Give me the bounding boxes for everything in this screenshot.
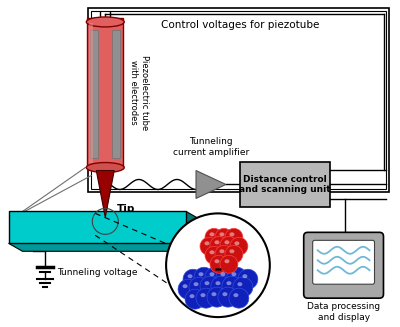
Ellipse shape [232,272,236,276]
Circle shape [220,236,238,254]
Circle shape [222,276,242,296]
Circle shape [194,267,214,287]
Text: Tunneling voltage: Tunneling voltage [58,268,138,277]
Ellipse shape [210,250,214,254]
Circle shape [233,277,253,297]
Ellipse shape [242,274,247,278]
Ellipse shape [234,293,238,297]
Text: Control voltages for piezotube: Control voltages for piezotube [161,20,319,30]
Ellipse shape [212,292,216,296]
Bar [88,8,390,193]
Bar [8,211,186,243]
Ellipse shape [194,282,198,286]
Circle shape [211,276,231,296]
Circle shape [205,246,223,264]
Circle shape [229,288,249,308]
Circle shape [189,277,209,297]
Circle shape [200,276,220,296]
Circle shape [225,228,243,246]
Circle shape [196,288,216,308]
Circle shape [210,255,228,273]
Ellipse shape [222,292,228,296]
Ellipse shape [220,272,226,276]
Circle shape [183,269,203,289]
Ellipse shape [214,240,220,244]
Ellipse shape [237,282,242,286]
Bar [90,30,98,158]
Ellipse shape [210,232,214,236]
Text: Data processing
and display: Data processing and display [307,302,380,321]
Ellipse shape [224,240,230,244]
Text: Distance control
and scanning unit: Distance control and scanning unit [239,175,330,194]
Circle shape [215,228,233,246]
Ellipse shape [198,272,204,276]
Ellipse shape [182,284,188,288]
Ellipse shape [220,249,224,253]
Circle shape [166,214,270,317]
Ellipse shape [204,241,210,245]
Text: Sample: Sample [14,221,66,234]
Polygon shape [186,211,200,251]
Bar [112,30,120,158]
Ellipse shape [86,163,124,173]
Bar [240,162,330,207]
Circle shape [210,236,228,254]
Ellipse shape [224,259,230,263]
Polygon shape [196,170,226,198]
Circle shape [225,245,243,263]
Bar [91,11,386,189]
Circle shape [185,289,205,309]
Circle shape [178,279,198,299]
Ellipse shape [188,274,192,278]
Circle shape [200,237,218,255]
Circle shape [220,255,238,273]
Circle shape [205,228,223,246]
Bar [89,23,93,163]
Circle shape [215,245,233,263]
FancyBboxPatch shape [313,240,374,284]
Ellipse shape [226,281,232,285]
Polygon shape [8,243,200,251]
Ellipse shape [86,17,124,27]
Circle shape [218,287,238,307]
Text: Tunneling
current amplifier: Tunneling current amplifier [173,137,249,157]
Bar [87,18,123,167]
Ellipse shape [210,272,214,276]
Polygon shape [96,170,114,217]
Circle shape [205,267,225,287]
Ellipse shape [200,293,206,297]
Circle shape [230,237,248,255]
Text: Tip: Tip [117,204,136,215]
Ellipse shape [230,232,234,236]
Circle shape [238,269,258,289]
Ellipse shape [190,294,194,298]
FancyBboxPatch shape [304,232,384,298]
Text: Piezoelectric tube
with electrodes: Piezoelectric tube with electrodes [129,55,148,130]
Ellipse shape [234,241,239,245]
Circle shape [227,267,247,287]
Ellipse shape [230,249,234,253]
Circle shape [216,267,236,287]
Ellipse shape [220,232,224,236]
Ellipse shape [204,281,210,285]
Ellipse shape [214,259,220,263]
Circle shape [207,287,227,307]
Ellipse shape [216,281,220,285]
